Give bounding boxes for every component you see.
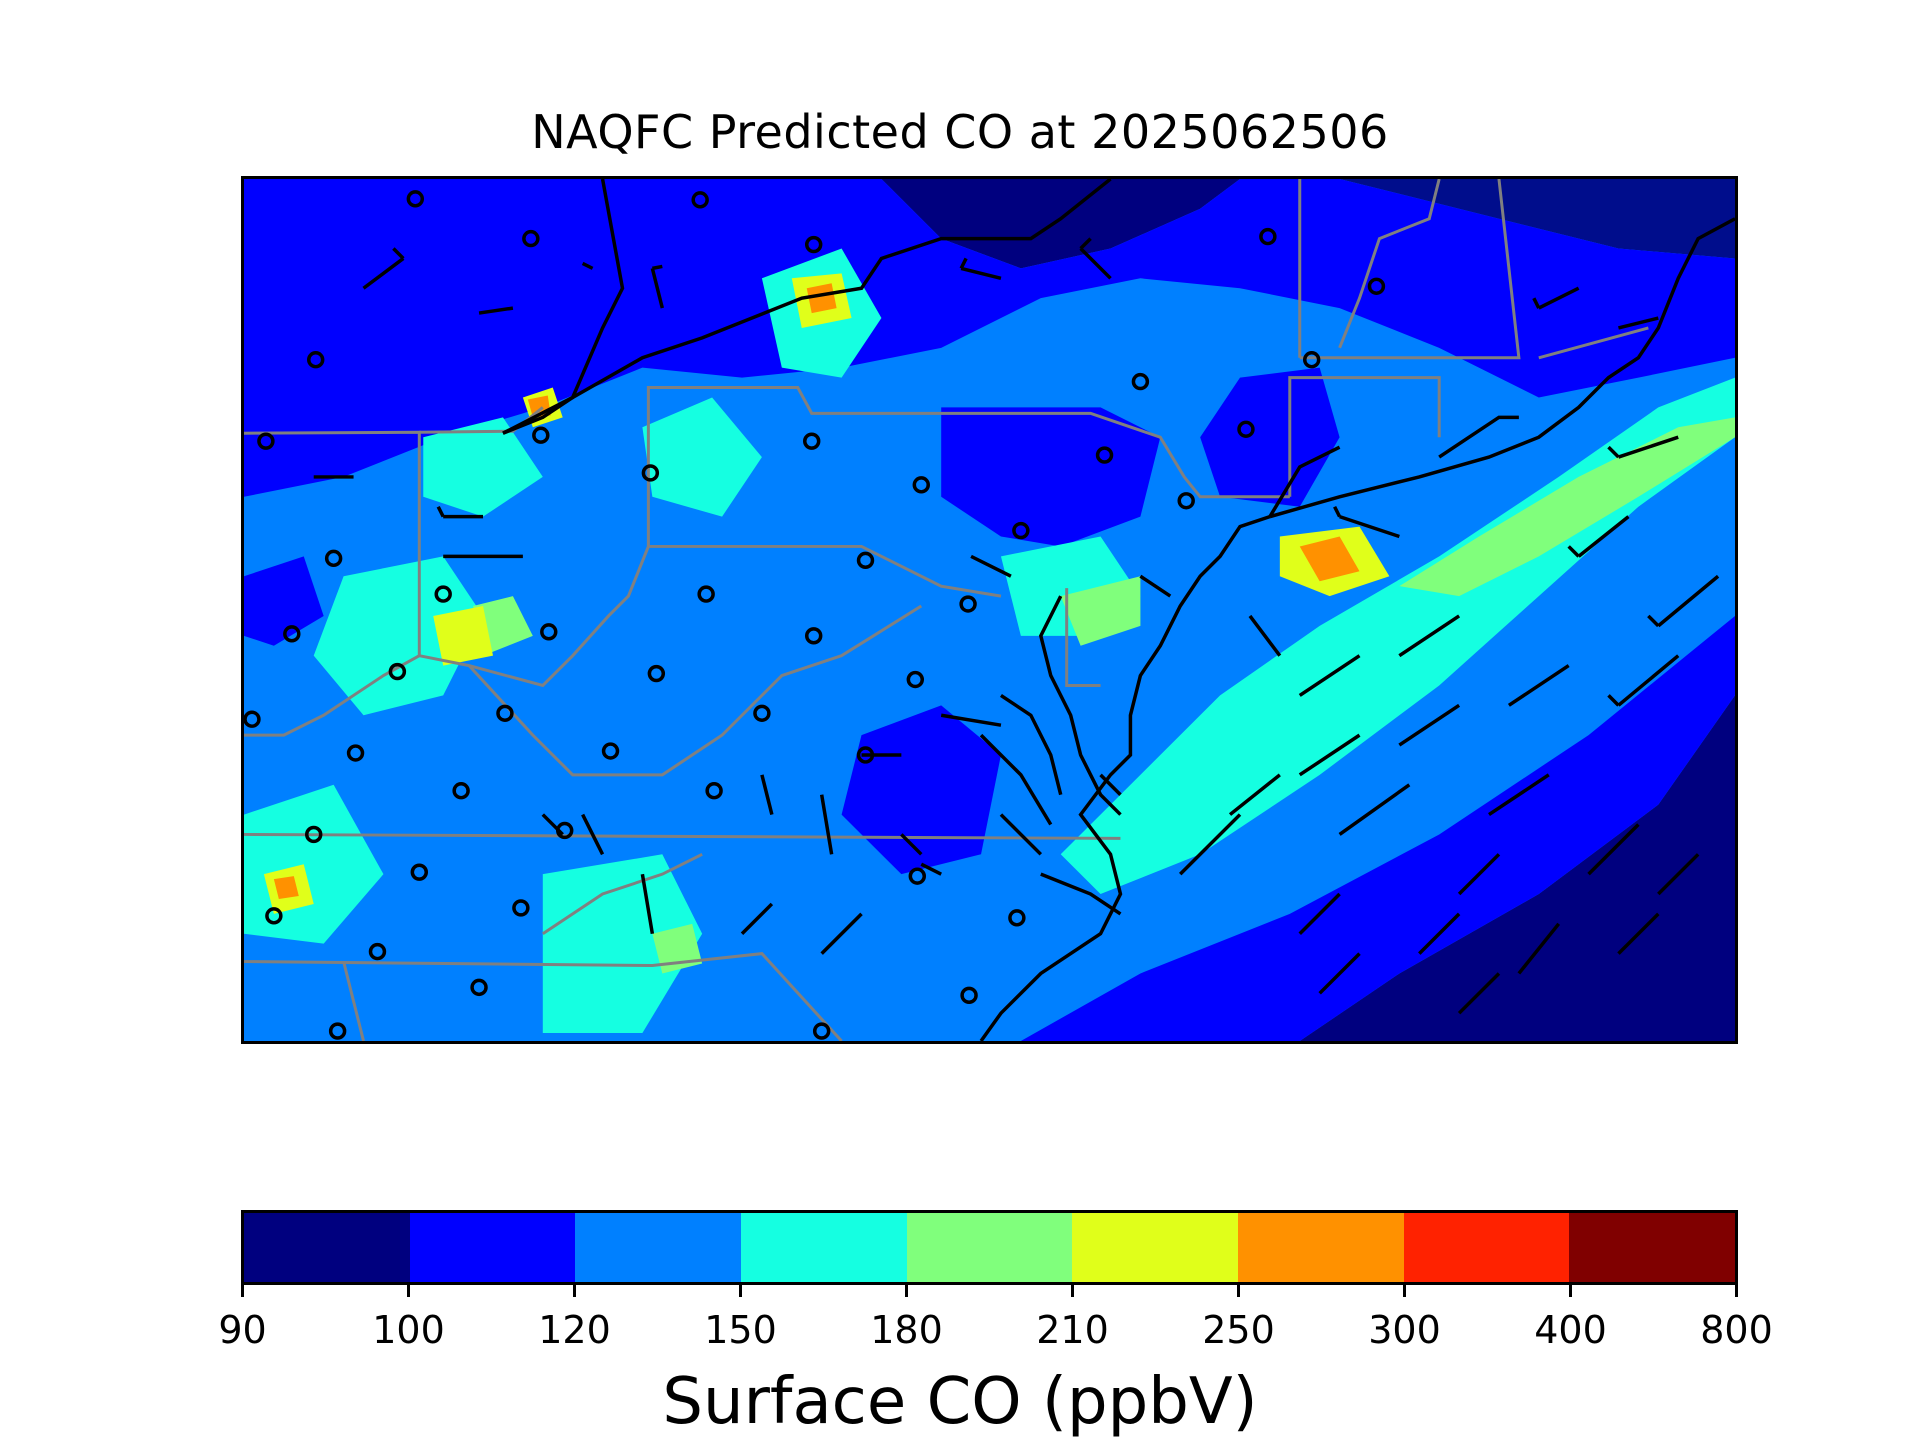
colorbar-segment [1403, 1213, 1570, 1282]
colorbar-tick [241, 1285, 244, 1297]
calm-circles [244, 190, 1386, 1040]
co-band-250-300 [273, 283, 1360, 899]
colorbar-tick [739, 1285, 742, 1297]
colorbar-segment [741, 1213, 907, 1282]
colorbar-segment [575, 1213, 742, 1282]
coastlines [502, 179, 1735, 1041]
colorbar-tick [1735, 1285, 1738, 1297]
colorbar-tick [1569, 1285, 1572, 1297]
colorbar-tick-label: 400 [1534, 1308, 1607, 1352]
colorbar-segment [409, 1213, 576, 1282]
colorbar-tick [1403, 1285, 1406, 1297]
wind-barbs [313, 237, 1720, 1015]
co-map [241, 176, 1738, 1044]
colorbar-tick-label: 250 [1202, 1308, 1275, 1352]
colorbar-tick-label: 300 [1368, 1308, 1441, 1352]
colorbar-tick-label: 120 [538, 1308, 611, 1352]
colorbar-label: Surface CO (ppbV) [662, 1365, 1258, 1439]
map-canvas [244, 179, 1735, 1041]
colorbar-tick-label: 150 [704, 1308, 777, 1352]
colorbar-tick-label: 210 [1036, 1308, 1109, 1352]
colorbar-tick [407, 1285, 410, 1297]
colorbar-tick-label: 800 [1700, 1308, 1773, 1352]
colorbar-segment [1072, 1213, 1239, 1282]
colorbar-tick-label: 90 [218, 1308, 267, 1352]
colorbar-tick-label: 180 [870, 1308, 943, 1352]
colorbar-tick [1237, 1285, 1240, 1297]
colorbar-segment [1569, 1213, 1736, 1282]
colorbar-tick-label: 100 [372, 1308, 445, 1352]
colorbar-segment [1238, 1213, 1404, 1282]
colorbar-tick [573, 1285, 576, 1297]
chart-title: NAQFC Predicted CO at 2025062506 [531, 105, 1389, 159]
co-band-180-210 [473, 417, 1735, 974]
colorbar-tick [1071, 1285, 1074, 1297]
colorbar [241, 1210, 1738, 1285]
colorbar-segment [244, 1213, 410, 1282]
colorbar-segment [906, 1213, 1073, 1282]
colorbar-tick [905, 1285, 908, 1297]
state-borders [244, 179, 1649, 1041]
